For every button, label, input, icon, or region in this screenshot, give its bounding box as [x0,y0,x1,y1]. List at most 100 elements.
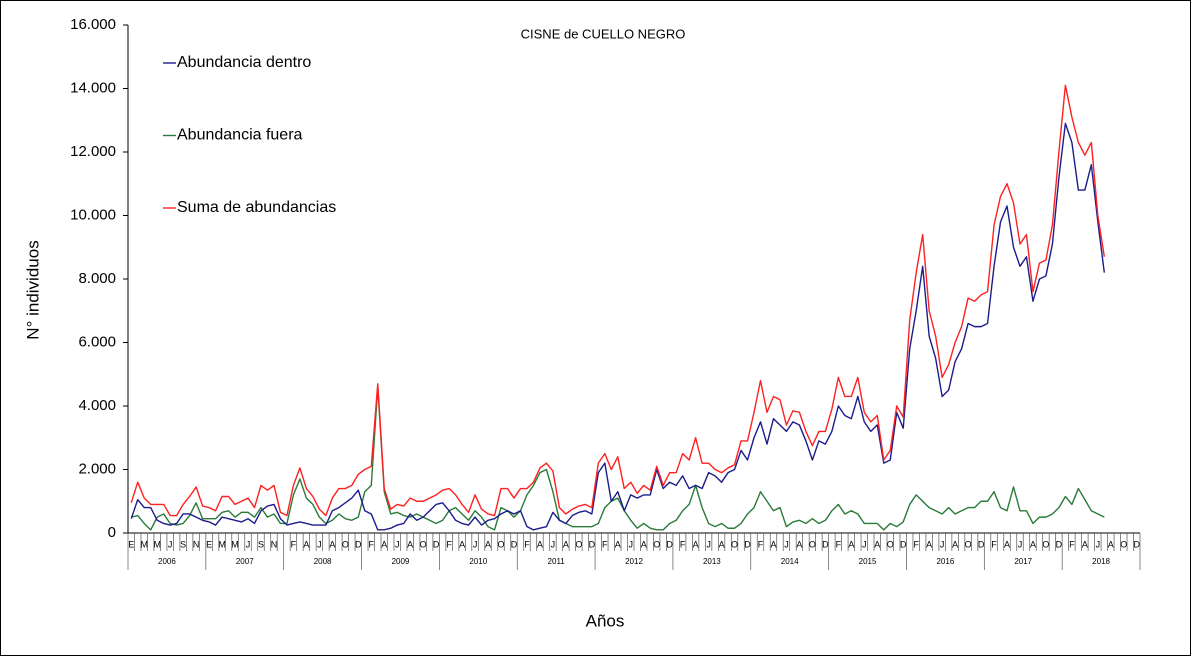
x-tick-label: J [395,539,400,549]
x-tick-label: A [796,539,802,549]
x-tick-label: J [862,539,867,549]
x-tick-label: D [433,539,440,549]
legend-label: Suma de abundancias [177,199,336,216]
year-label: 2017 [1014,557,1032,566]
x-tick-label: O [342,539,349,549]
x-tick-label: A [719,539,725,549]
x-tick-label: A [1030,539,1036,549]
y-tick-label: 2.000 [78,460,116,477]
y-tick-label: 4.000 [78,397,116,414]
x-tick-label: D [978,539,985,549]
x-tick-label: O [809,539,816,549]
x-tick-label: M [140,539,148,549]
x-tick-label: D [511,539,518,549]
x-tick-label: D [900,539,907,549]
year-label: 2013 [703,557,721,566]
x-tick-label: J [473,539,478,549]
x-tick-label: N [193,539,200,549]
x-tick-label: O [1120,539,1127,549]
x-tick-label: J [246,539,251,549]
x-tick-label: J [940,539,945,549]
x-tick-label: J [1018,539,1023,549]
x-tick-label: O [1042,539,1049,549]
x-tick-label: O [653,539,660,549]
x-tick-label: O [498,539,505,549]
x-tick-label: M [153,539,161,549]
legend-label: Abundancia fuera [177,127,303,144]
x-tick-label: E [206,539,212,549]
x-tick-label: D [589,539,596,549]
x-tick-label: D [666,539,673,549]
year-label: 2007 [236,557,254,566]
x-tick-label: A [770,539,776,549]
year-label: 2018 [1092,557,1110,566]
x-tick-label: F [1069,539,1075,549]
x-tick-label: D [744,539,751,549]
x-tick-label: A [1082,539,1088,549]
x-tick-label: J [317,539,322,549]
x-tick-label: S [180,539,186,549]
year-label: 2015 [859,557,877,566]
x-tick-label: M [231,539,239,549]
year-label: 2008 [314,557,332,566]
x-tick-label: A [407,539,413,549]
year-label: 2012 [625,557,643,566]
x-tick-label: A [537,539,543,549]
x-tick-label: A [952,539,958,549]
x-tick-label: A [1108,539,1114,549]
x-tick-label: A [459,539,465,549]
x-tick-label: J [551,539,556,549]
x-tick-label: D [1056,539,1063,549]
y-tick-label: 6.000 [78,333,116,350]
legend-label: Abundancia dentro [177,54,311,71]
x-tick-label: O [575,539,582,549]
x-tick-label: O [887,539,894,549]
x-tick-label: S [258,539,264,549]
x-tick-label: A [926,539,932,549]
x-tick-label: D [1134,539,1141,549]
x-tick-label: F [991,539,997,549]
y-tick-label: 12.000 [70,143,116,160]
x-tick-label: M [218,539,226,549]
year-label: 2006 [158,557,176,566]
series-line [130,84,1106,517]
year-label: 2014 [781,557,799,566]
x-tick-label: A [485,539,491,549]
x-tick-label: A [848,539,854,549]
year-label: 2016 [936,557,954,566]
x-tick-label: J [629,539,634,549]
x-tick-label: N [271,539,278,549]
x-tick-label: F [446,539,452,549]
chart-title: CISNE de CUELLO NEGRO [521,26,686,41]
x-tick-label: A [303,539,309,549]
x-tick-label: A [615,539,621,549]
year-label: 2010 [469,557,487,566]
x-tick-label: E [128,539,134,549]
y-tick-label: 14.000 [70,79,116,96]
y-tick-label: 8.000 [78,270,116,287]
x-tick-label: F [291,539,297,549]
y-tick-label: 10.000 [70,206,116,223]
x-tick-label: O [965,539,972,549]
x-tick-label: D [355,539,362,549]
x-tick-label: D [822,539,829,549]
x-tick-label: A [563,539,569,549]
x-tick-label: F [758,539,764,549]
year-label: 2011 [548,557,566,566]
x-tick-label: F [369,539,375,549]
x-tick-label: A [874,539,880,549]
y-tick-label: 0 [108,524,116,541]
series-line [130,122,1106,531]
x-tick-label: F [602,539,608,549]
x-tick-label: A [1004,539,1010,549]
x-tick-label: J [1096,539,1101,549]
x-tick-label: A [329,539,335,549]
x-tick-label: A [693,539,699,549]
x-tick-label: O [420,539,427,549]
x-tick-label: F [836,539,842,549]
x-tick-label: F [913,539,919,549]
x-tick-label: F [524,539,530,549]
